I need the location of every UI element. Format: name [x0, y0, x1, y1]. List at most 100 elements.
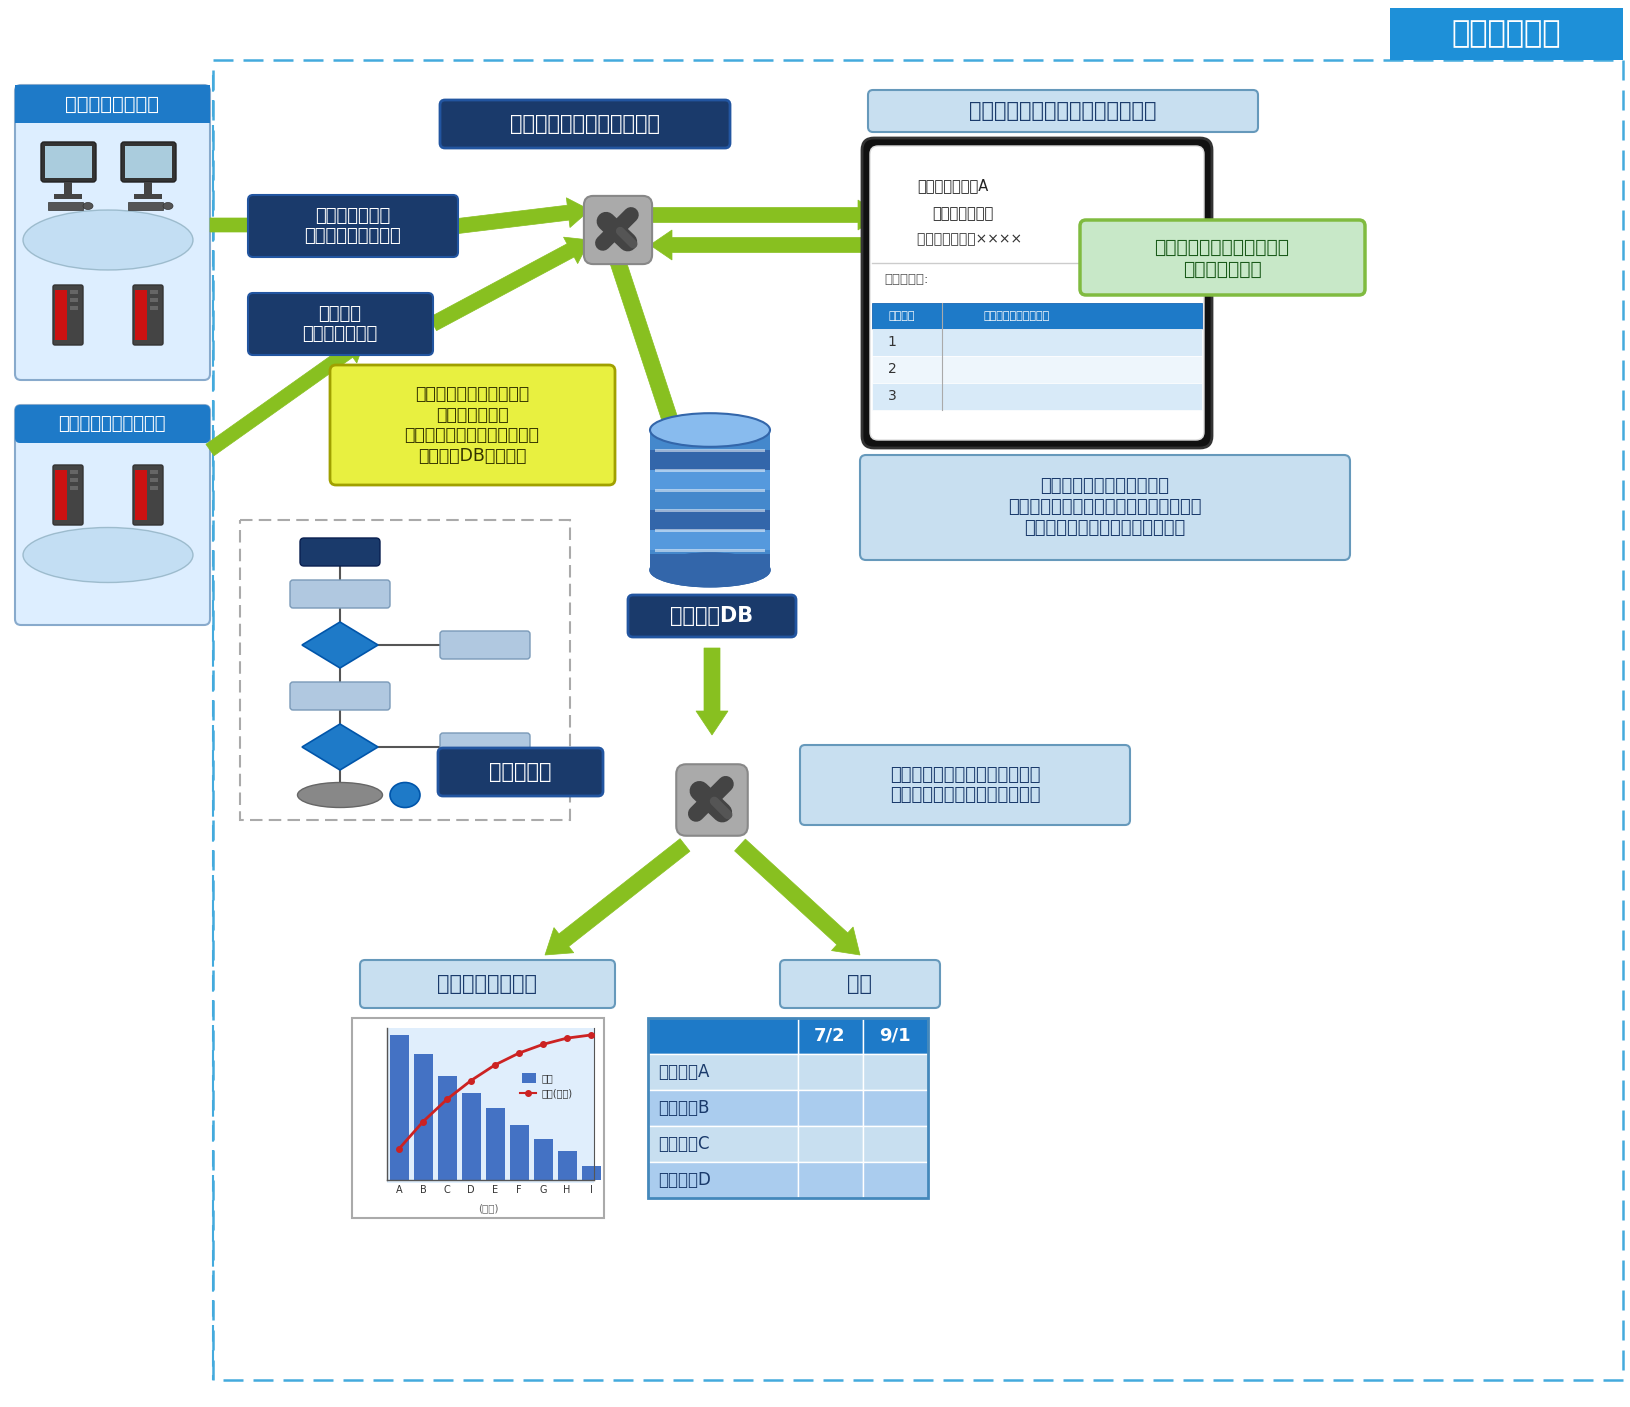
FancyBboxPatch shape	[290, 682, 390, 711]
Bar	[647, 1126, 797, 1162]
Text: アラームC: アラームC	[657, 1135, 709, 1152]
Polygon shape	[650, 229, 880, 260]
Ellipse shape	[297, 782, 383, 808]
Bar	[438, 1075, 456, 1180]
Bar	[650, 470, 769, 491]
Bar	[650, 509, 769, 530]
FancyBboxPatch shape	[248, 196, 458, 257]
FancyBboxPatch shape	[121, 142, 176, 182]
Polygon shape	[544, 839, 689, 955]
Bar	[70, 485, 78, 490]
FancyBboxPatch shape	[438, 749, 603, 796]
Text: 抽出データ定義に基づき
データを収集し
アラームの重みづけに応じて
分析結果DBに保存。: 抽出データ定義に基づき データを収集し アラームの重みづけに応じて 分析結果DB…	[404, 384, 540, 466]
Bar	[414, 1054, 432, 1180]
Bar	[143, 182, 152, 194]
FancyBboxPatch shape	[134, 464, 163, 525]
Ellipse shape	[390, 782, 421, 808]
Bar	[150, 470, 158, 474]
Bar	[70, 470, 78, 474]
Text: G: G	[540, 1185, 546, 1195]
Text: F: F	[515, 1185, 522, 1195]
Ellipse shape	[650, 553, 769, 587]
Ellipse shape	[650, 553, 769, 587]
Text: 1: 1	[887, 335, 896, 349]
Bar	[655, 449, 764, 452]
Bar	[862, 1090, 927, 1126]
FancyBboxPatch shape	[300, 537, 380, 566]
Bar	[150, 298, 158, 303]
Bar	[150, 478, 158, 483]
FancyBboxPatch shape	[869, 146, 1203, 440]
FancyBboxPatch shape	[440, 733, 530, 761]
Bar	[1389, 8, 1622, 61]
Bar	[135, 470, 147, 521]
Bar	[461, 1093, 481, 1180]
Polygon shape	[610, 259, 688, 450]
FancyBboxPatch shape	[329, 364, 615, 485]
FancyBboxPatch shape	[779, 960, 939, 1007]
Text: 監視制御システム: 監視制御システム	[65, 94, 158, 114]
Bar	[797, 1090, 862, 1126]
Bar	[510, 1126, 528, 1180]
FancyBboxPatch shape	[15, 84, 210, 380]
FancyBboxPatch shape	[52, 464, 83, 525]
Ellipse shape	[650, 414, 769, 447]
Bar	[655, 529, 764, 532]
Text: 充填機停止時の停止確認と
処置内容を入力: 充填機停止時の停止確認と 処置内容を入力	[1154, 238, 1289, 279]
Bar	[797, 1126, 862, 1162]
FancyBboxPatch shape	[867, 90, 1257, 132]
Text: アラームD: アラームD	[657, 1171, 711, 1189]
Text: 優先順位: 優先順位	[888, 311, 914, 321]
Text: タブレット等にポップアップ表示: タブレット等にポップアップ表示	[968, 101, 1156, 121]
Bar	[797, 1054, 862, 1090]
FancyBboxPatch shape	[440, 100, 730, 148]
Bar	[54, 194, 82, 198]
FancyBboxPatch shape	[584, 196, 652, 265]
Bar	[135, 290, 147, 340]
Text: 比率(累計): 比率(累計)	[541, 1088, 572, 1097]
Text: E: E	[492, 1185, 497, 1195]
Bar	[872, 303, 1201, 329]
Text: 内容：〇〇異常: 内容：〇〇異常	[931, 205, 993, 221]
Text: (項目): (項目)	[478, 1203, 497, 1213]
FancyBboxPatch shape	[360, 960, 615, 1007]
Bar	[862, 1054, 927, 1090]
Bar	[150, 485, 158, 490]
Text: 過去アラーム対応履歴: 過去アラーム対応履歴	[983, 311, 1050, 321]
FancyBboxPatch shape	[799, 744, 1130, 825]
Text: プロセスデータ
ヒストリカルデータ: プロセスデータ ヒストリカルデータ	[305, 207, 401, 245]
Text: 頻度: 頻度	[541, 1074, 554, 1083]
Bar	[647, 1054, 797, 1090]
Text: 充填機が異常停止した際に
ポップアップ表示にて異常内容を通知。
対処内容はナレッジとして蓄積。: 充填機が異常停止した際に ポップアップ表示にて異常内容を通知。 対処内容はナレッ…	[1007, 477, 1201, 537]
Bar	[557, 1151, 577, 1180]
Text: アラームB: アラームB	[657, 1099, 709, 1117]
Text: 故障一覧
故障・動作履歴: 故障一覧 故障・動作履歴	[302, 304, 378, 343]
FancyBboxPatch shape	[676, 764, 747, 836]
Bar	[655, 469, 764, 471]
Bar	[70, 305, 78, 310]
Bar	[533, 1140, 553, 1180]
Bar	[70, 478, 78, 483]
Bar	[655, 549, 764, 552]
Ellipse shape	[23, 210, 192, 270]
Text: 3: 3	[887, 388, 896, 402]
Bar	[872, 356, 1201, 383]
Polygon shape	[302, 725, 378, 770]
Polygon shape	[210, 211, 365, 239]
Text: D: D	[466, 1185, 474, 1195]
Text: 7/2: 7/2	[813, 1027, 846, 1045]
Bar	[126, 146, 171, 179]
Polygon shape	[429, 238, 590, 331]
Bar	[127, 203, 163, 210]
FancyBboxPatch shape	[15, 84, 210, 122]
Bar	[797, 1162, 862, 1197]
Polygon shape	[205, 340, 365, 456]
Bar	[386, 1029, 593, 1183]
Text: 2: 2	[887, 362, 896, 376]
Text: B: B	[419, 1185, 425, 1195]
Text: 解析ツール: 解析ツール	[489, 763, 551, 782]
Bar	[70, 290, 78, 294]
Bar	[150, 305, 158, 310]
FancyBboxPatch shape	[52, 286, 83, 345]
Bar	[862, 1019, 927, 1054]
